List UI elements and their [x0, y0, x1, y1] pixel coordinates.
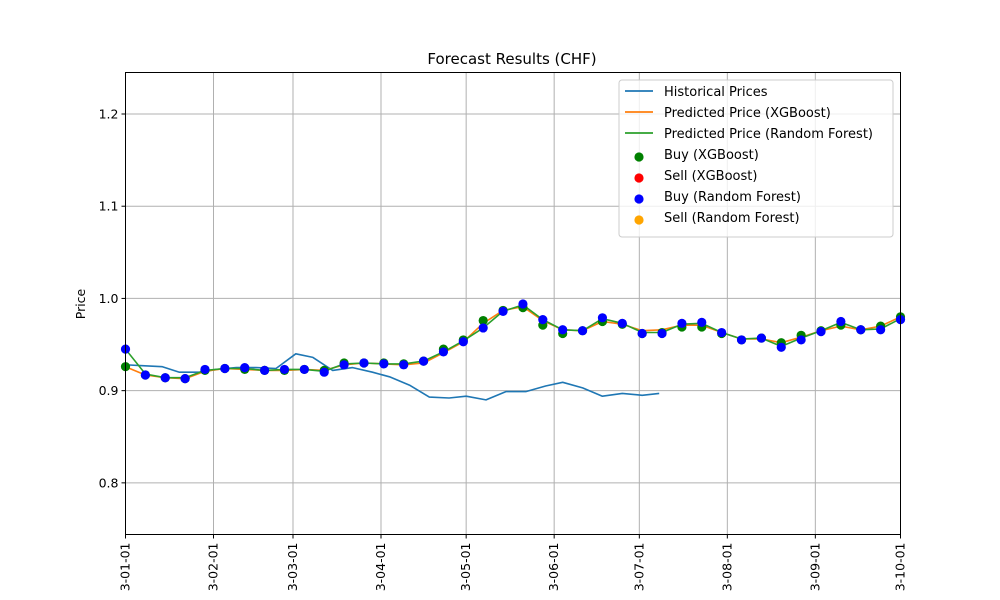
- scatter-point-2: [736, 335, 747, 345]
- y-tick-label: 1.1: [99, 199, 119, 214]
- x-tick-label: 3-06-01: [546, 543, 561, 592]
- legend: Historical Prices Predicted Price (XGBoos…: [618, 79, 894, 238]
- chart-title: Forecast Results (CHF): [427, 50, 596, 68]
- scatter-point-2: [379, 359, 389, 369]
- scatter-point-2: [180, 374, 190, 384]
- x-tick-label: 3-07-01: [631, 543, 646, 592]
- legend-dot-swatch: [634, 173, 644, 183]
- y-axis-label: Price: [73, 288, 88, 319]
- scatter-point-2: [697, 317, 707, 328]
- legend-dot-swatch: [634, 215, 644, 225]
- scatter-point-2: [836, 316, 846, 327]
- scatter-point-2: [876, 325, 886, 335]
- series-line-2: [124, 304, 901, 379]
- x-tick-label: 3-05-01: [458, 543, 473, 592]
- legend-dot-swatch: [634, 194, 644, 204]
- scatter-point-2: [816, 327, 826, 337]
- scatter-point-2: [756, 333, 766, 343]
- plot-frame: [125, 72, 901, 535]
- scatter-point-2: [717, 327, 727, 338]
- legend-entry-label: Predicted Price (Random Forest): [664, 127, 873, 142]
- x-tick-label: 3-01-01: [118, 543, 133, 592]
- scatter-point-2: [498, 306, 508, 316]
- x-tick-label: 3-08-01: [719, 543, 734, 592]
- scatter-point-2: [597, 313, 608, 323]
- legend-box: [618, 79, 894, 238]
- x-tick-label: 3-02-01: [206, 543, 221, 592]
- y-tick-label: 0.9: [99, 383, 119, 398]
- scatter-point-0: [478, 315, 488, 326]
- legend-entry-label: Historical Prices: [664, 85, 768, 100]
- scatter-point-2: [558, 325, 568, 335]
- scatter-point-2: [657, 328, 667, 339]
- legend-dot-swatch: [634, 152, 644, 162]
- scatter-point-2: [359, 358, 369, 368]
- scatter-point-2: [518, 299, 528, 309]
- series-lines: [124, 304, 901, 401]
- scatter-point-2: [577, 326, 588, 336]
- scatter-point-2: [478, 323, 488, 333]
- y-tick-label: 1.0: [99, 291, 119, 306]
- scatter-point-2: [637, 328, 647, 339]
- scatter-point-2: [339, 360, 349, 370]
- scatter-point-2: [677, 318, 687, 328]
- scatter-point-2: [399, 360, 409, 370]
- scatter-point-2: [418, 356, 429, 366]
- legend-entry-label: Sell (XGBoost): [664, 169, 757, 184]
- scatter-point-2: [160, 373, 170, 383]
- y-tick-label: 0.8: [99, 475, 119, 490]
- x-tick-label: 3-09-01: [807, 543, 822, 592]
- scatter-point-2: [220, 363, 230, 374]
- scatter-point-2: [260, 365, 270, 375]
- scatter-point-2: [796, 335, 806, 345]
- scatter-point-2: [458, 337, 468, 347]
- scatter-point-2: [538, 315, 548, 325]
- x-tick-label: 3-04-01: [373, 543, 388, 592]
- series-points: [120, 299, 906, 384]
- scatter-point-2: [776, 342, 786, 352]
- x-tick-label: 3-03-01: [285, 543, 300, 592]
- axis-ticks: 3-01-01 3-02-01 3-03-01 3-04-01 3-05-01 3-06-…: [99, 106, 908, 591]
- scatter-point-2: [438, 347, 449, 357]
- scatter-point-2: [299, 364, 309, 375]
- scatter-point-2: [856, 325, 866, 335]
- scatter-point-2: [279, 364, 290, 375]
- scatter-point-2: [240, 362, 250, 373]
- scatter-point-2: [617, 318, 627, 328]
- x-tick-label: 3-10-01: [893, 543, 908, 592]
- y-tick-label: 1.2: [99, 106, 119, 121]
- legend-entry-label: Sell (Random Forest): [664, 211, 800, 226]
- legend-entry-label: Buy (XGBoost): [664, 148, 759, 163]
- legend-entry-label: Buy (Random Forest): [664, 190, 801, 205]
- scatter-point-2: [319, 367, 329, 377]
- scatter-point-2: [200, 364, 210, 375]
- legend-entry-label: Predicted Price (XGBoost): [664, 106, 831, 121]
- scatter-point-2: [140, 370, 150, 380]
